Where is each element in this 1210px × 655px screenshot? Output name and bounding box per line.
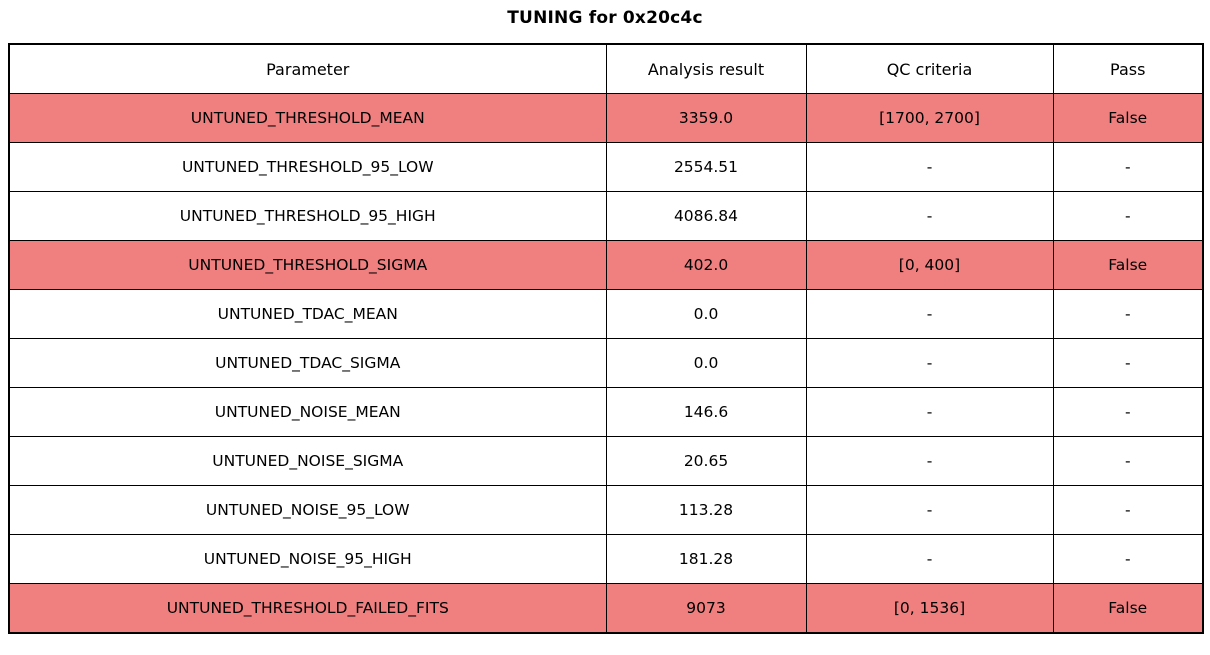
analysis-result-cell: 0.0 <box>605 289 807 339</box>
parameter-cell: UNTUNED_NOISE_95_LOW <box>8 485 607 535</box>
parameter-cell: UNTUNED_NOISE_95_HIGH <box>8 534 607 584</box>
table-body: UNTUNED_THRESHOLD_MEAN 3359.0 [1700, 2700]… <box>8 93 1204 634</box>
analysis-result-cell: 9073 <box>605 583 807 634</box>
table-row: UNTUNED_TDAC_MEAN 0.0- - <box>8 289 1204 339</box>
table-row: UNTUNED_NOISE_SIGMA 20.65- - <box>8 436 1204 486</box>
parameter-cell: UNTUNED_THRESHOLD_MEAN <box>8 93 607 143</box>
qc-criteria-cell: - <box>805 142 1054 192</box>
pass-cell: False <box>1052 93 1204 143</box>
pass-cell: - <box>1052 338 1204 388</box>
table-row: UNTUNED_THRESHOLD_MEAN 3359.0 [1700, 2700]… <box>8 93 1204 143</box>
table-header-row: Parameter Analysis result QC criteria Pa… <box>8 43 1204 94</box>
parameter-cell: UNTUNED_THRESHOLD_SIGMA <box>8 240 607 290</box>
table-row: UNTUNED_NOISE_MEAN 146.6- - <box>8 387 1204 437</box>
parameter-cell: UNTUNED_THRESHOLD_FAILED_FITS <box>8 583 607 634</box>
column-header-pass: Pass <box>1052 43 1204 94</box>
pass-cell: False <box>1052 240 1204 290</box>
qc-criteria-cell: - <box>805 338 1054 388</box>
table-row: UNTUNED_THRESHOLD_SIGMA 402.0 [0, 400] Fals… <box>8 240 1204 290</box>
analysis-result-cell: 113.28 <box>605 485 807 535</box>
qc-criteria-cell: [0, 400] <box>805 240 1054 290</box>
qc-criteria-cell: - <box>805 436 1054 486</box>
column-header-qc-criteria: QC criteria <box>805 43 1054 94</box>
parameter-cell: UNTUNED_TDAC_MEAN <box>8 289 607 339</box>
parameter-cell: UNTUNED_THRESHOLD_95_LOW <box>8 142 607 192</box>
table-row: UNTUNED_NOISE_95_LOW 113.28- - <box>8 485 1204 535</box>
pass-cell: - <box>1052 387 1204 437</box>
pass-cell: - <box>1052 191 1204 241</box>
analysis-result-cell: 0.0 <box>605 338 807 388</box>
table-row: UNTUNED_THRESHOLD_95_LOW 2554.51- - <box>8 142 1204 192</box>
parameter-cell: UNTUNED_NOISE_MEAN <box>8 387 607 437</box>
analysis-result-cell: 146.6 <box>605 387 807 437</box>
qc-criteria-cell: - <box>805 534 1054 584</box>
analysis-result-cell: 3359.0 <box>605 93 807 143</box>
pass-cell: - <box>1052 485 1204 535</box>
table-row: UNTUNED_NOISE_95_HIGH 181.28- - <box>8 534 1204 584</box>
qc-criteria-cell: - <box>805 387 1054 437</box>
column-header-parameter: Parameter <box>8 43 607 94</box>
table-row: UNTUNED_THRESHOLD_FAILED_FITS 9073 [0, 153… <box>8 583 1204 634</box>
analysis-result-cell: 181.28 <box>605 534 807 584</box>
qc-criteria-cell: - <box>805 289 1054 339</box>
qc-criteria-cell: - <box>805 485 1054 535</box>
analysis-result-cell: 4086.84 <box>605 191 807 241</box>
qc-criteria-cell: [0, 1536] <box>805 583 1054 634</box>
parameter-cell: UNTUNED_THRESHOLD_95_HIGH <box>8 191 607 241</box>
table-row: UNTUNED_THRESHOLD_95_HIGH 4086.84- - <box>8 191 1204 241</box>
qc-criteria-cell: [1700, 2700] <box>805 93 1054 143</box>
qc-table: Parameter Analysis result QC criteria Pa… <box>8 43 1204 634</box>
column-header-analysis-result: Analysis result <box>605 43 807 94</box>
parameter-cell: UNTUNED_NOISE_SIGMA <box>8 436 607 486</box>
pass-cell: - <box>1052 289 1204 339</box>
pass-cell: - <box>1052 436 1204 486</box>
pass-cell: - <box>1052 534 1204 584</box>
analysis-result-cell: 402.0 <box>605 240 807 290</box>
pass-cell: - <box>1052 142 1204 192</box>
page-title: TUNING for 0x20c4c <box>507 8 703 28</box>
table-row: UNTUNED_TDAC_SIGMA 0.0- - <box>8 338 1204 388</box>
analysis-result-cell: 2554.51 <box>605 142 807 192</box>
parameter-cell: UNTUNED_TDAC_SIGMA <box>8 338 607 388</box>
pass-cell: False <box>1052 583 1204 634</box>
qc-criteria-cell: - <box>805 191 1054 241</box>
analysis-result-cell: 20.65 <box>605 436 807 486</box>
